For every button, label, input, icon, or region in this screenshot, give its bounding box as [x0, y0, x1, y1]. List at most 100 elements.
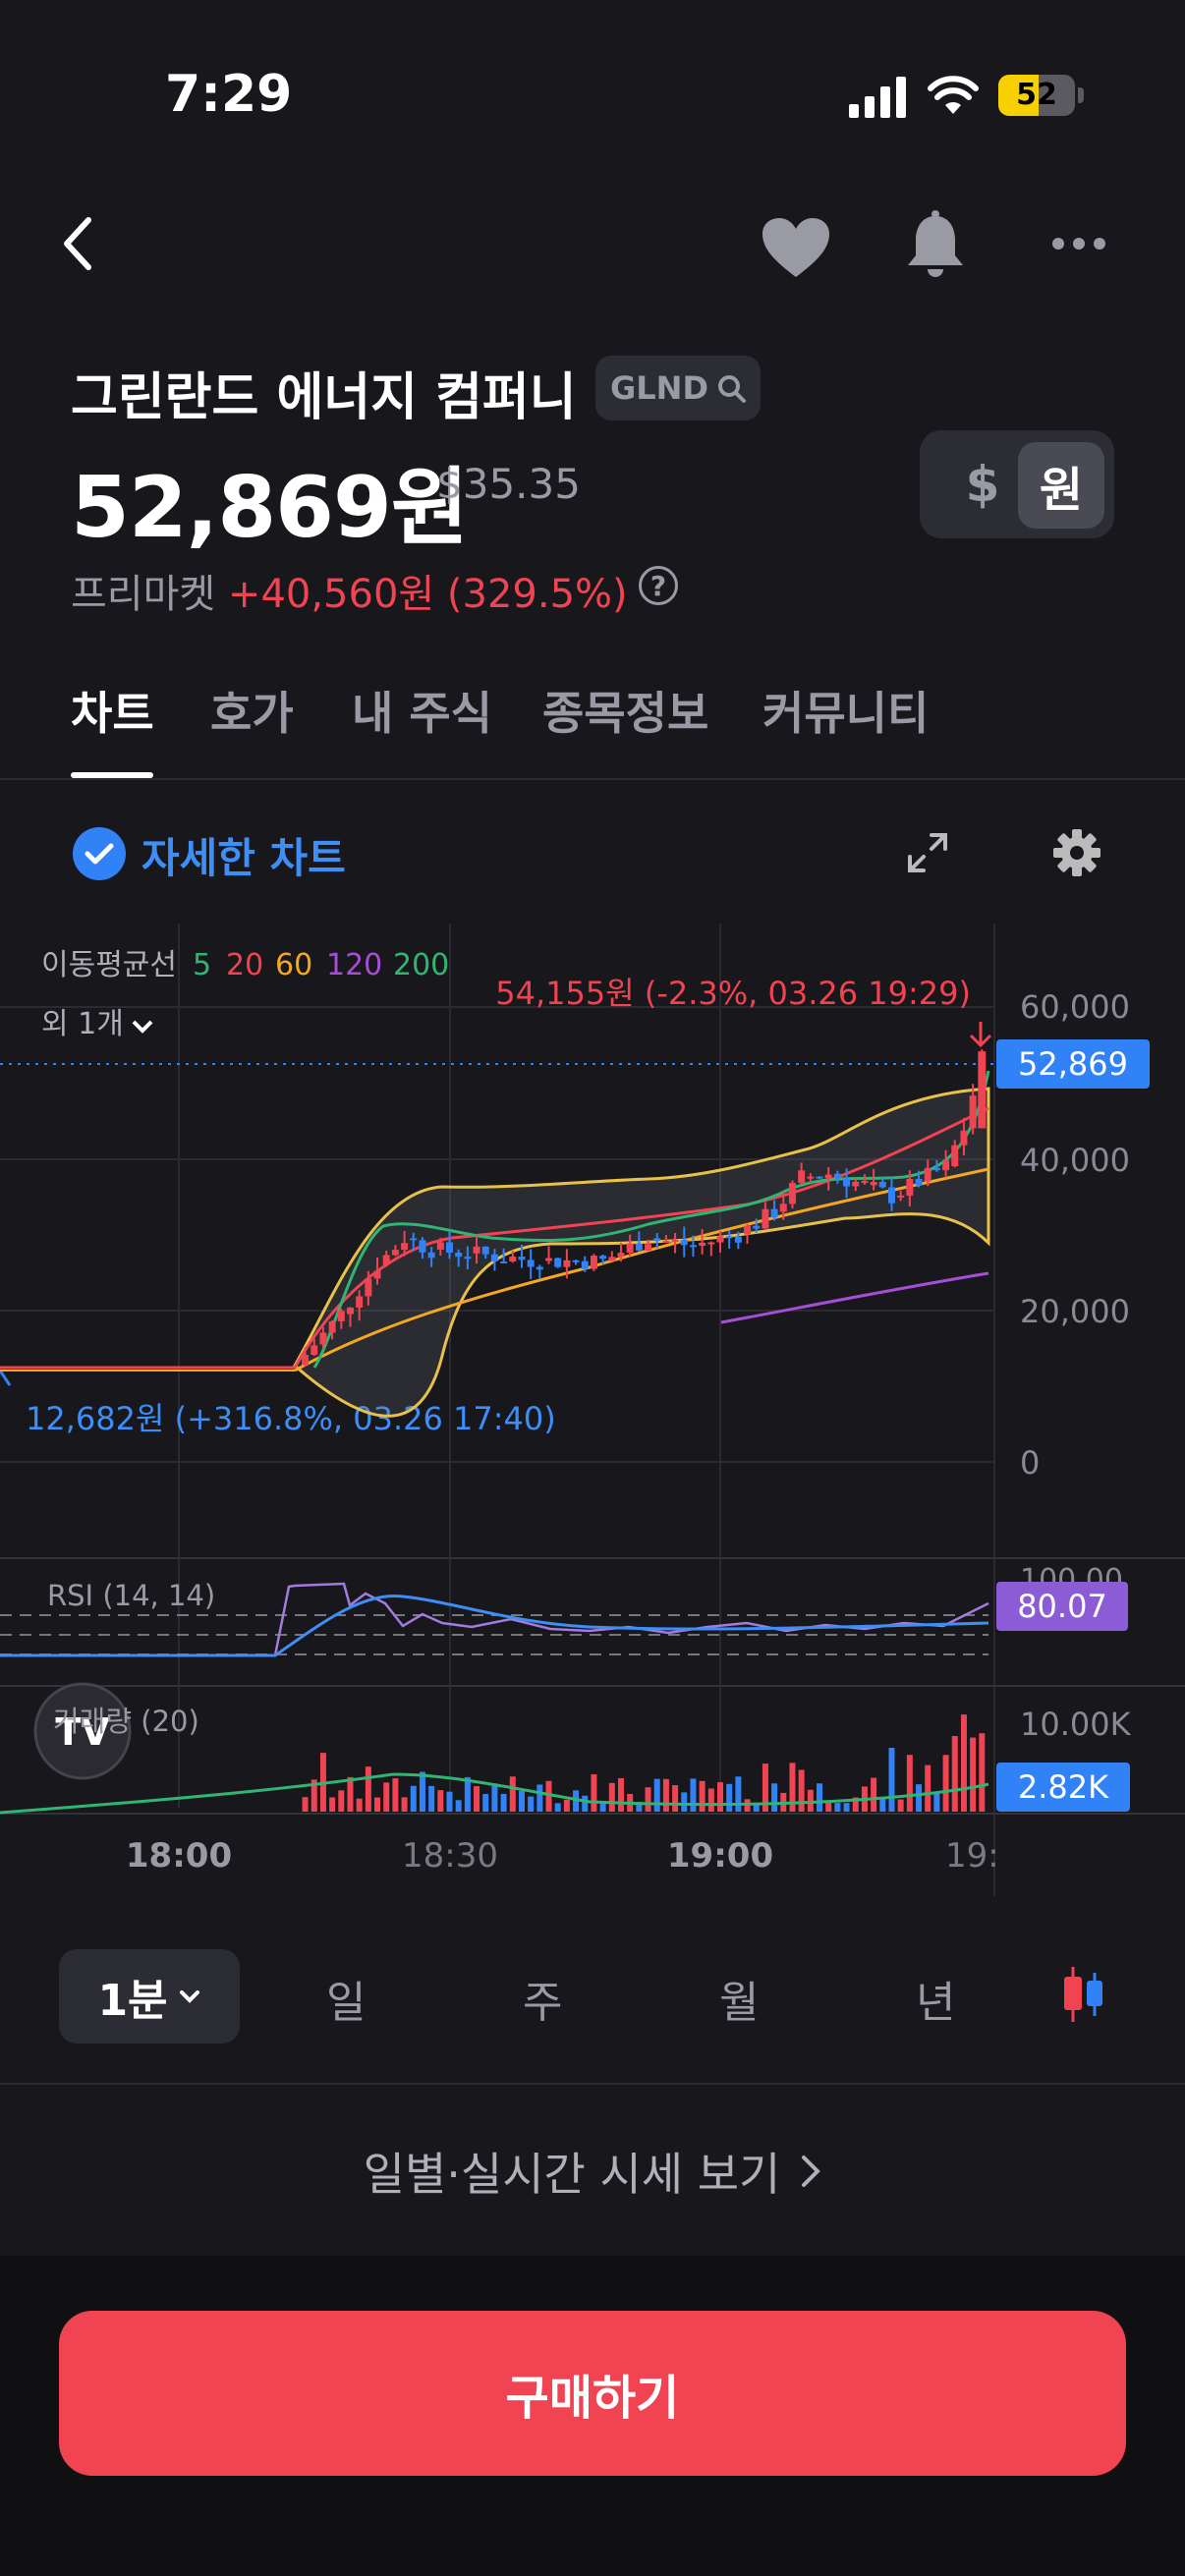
- low-annotation: 12,682원 (+316.8%, 03.26 17:40): [26, 1400, 556, 1437]
- volume-bar: [681, 1792, 688, 1812]
- price-chart[interactable]: 이동평균선 5 20 60 120 200 외 1개 54,155원 (-2.3…: [0, 924, 1185, 1896]
- volume-bar: [916, 1784, 923, 1812]
- volume-bar: [879, 1798, 886, 1812]
- candle-body: [951, 1145, 959, 1167]
- volume-bar: [653, 1778, 660, 1812]
- low-arrow-icon: [0, 1370, 12, 1386]
- bollinger-band: [293, 1087, 990, 1418]
- candle-body: [455, 1252, 463, 1258]
- candle-body: [924, 1167, 931, 1182]
- tab-stock-info[interactable]: 종목정보: [542, 687, 709, 740]
- ticker-search-chip[interactable]: GLND: [595, 356, 761, 420]
- period-dropdown[interactable]: 1분: [59, 1949, 240, 2044]
- candle-body: [671, 1239, 679, 1242]
- candle-body: [410, 1238, 418, 1241]
- expand-icon[interactable]: [906, 831, 949, 874]
- volume-bar: [897, 1799, 904, 1812]
- candle-body: [328, 1320, 336, 1333]
- section-divider: [0, 2083, 1185, 2085]
- volume-bar: [852, 1797, 859, 1812]
- volume-bar: [392, 1778, 399, 1812]
- volume-bar: [771, 1783, 778, 1812]
- candle-body: [824, 1174, 832, 1179]
- volume-bar: [662, 1778, 669, 1812]
- ma-60-label: 60: [275, 948, 312, 982]
- back-chevron-icon[interactable]: [59, 214, 98, 273]
- volume-bar: [437, 1790, 444, 1812]
- candle-body: [554, 1258, 562, 1267]
- volume-bar: [528, 1796, 535, 1812]
- period-week[interactable]: 주: [523, 1978, 563, 2028]
- candle-type-icon[interactable]: [1059, 1965, 1108, 2024]
- volume-bar: [329, 1797, 336, 1812]
- chevron-right-icon: [802, 2156, 821, 2187]
- rsi-signal-line: [0, 1594, 989, 1657]
- check-icon: [85, 843, 114, 865]
- candle-body: [734, 1236, 742, 1243]
- heart-icon[interactable]: [761, 216, 831, 279]
- battery-fill: [998, 75, 1039, 116]
- cellular-signal-icon: [849, 77, 906, 118]
- bell-icon[interactable]: [904, 210, 967, 281]
- detail-chart-checkbox[interactable]: [73, 827, 126, 880]
- chevron-down-icon: [132, 1020, 153, 1034]
- currency-won-option[interactable]: 원: [1018, 442, 1104, 529]
- settings-gear-icon[interactable]: [1051, 827, 1102, 878]
- y-tick-40000: 40,000: [1020, 1142, 1130, 1179]
- volume-label: 거래량 (20): [53, 1705, 199, 1738]
- help-icon[interactable]: ?: [639, 566, 678, 605]
- rsi-value-tag: [996, 1582, 1128, 1631]
- tab-community[interactable]: 커뮤니티: [762, 687, 930, 740]
- candle-body: [770, 1208, 778, 1218]
- period-day[interactable]: 일: [326, 1978, 367, 2028]
- volume-bar: [707, 1788, 714, 1812]
- battery-level: 52: [1016, 78, 1057, 112]
- more-horizontal-icon[interactable]: [1051, 236, 1106, 252]
- candle-body: [932, 1167, 940, 1171]
- volume-bar: [843, 1803, 850, 1812]
- buy-button[interactable]: 구매하기: [59, 2311, 1126, 2476]
- volume-bar: [591, 1773, 597, 1812]
- volume-bar: [735, 1776, 742, 1812]
- volume-bar: [365, 1766, 371, 1812]
- volume-bar: [951, 1736, 958, 1812]
- candle-body: [401, 1243, 409, 1251]
- daily-realtime-label: 일별·실시간 시세 보기: [363, 2148, 781, 2201]
- ma-label: 이동평균선: [41, 948, 177, 982]
- period-year[interactable]: 년: [916, 1978, 956, 2028]
- candle-body: [689, 1245, 697, 1248]
- candle-body: [365, 1278, 372, 1297]
- volume-bar: [554, 1803, 561, 1812]
- currency-dollar-option[interactable]: $: [965, 456, 1000, 513]
- candle-body: [906, 1178, 914, 1196]
- detail-chart-label[interactable]: 자세한 차트: [141, 834, 346, 882]
- ma-200-label: 200: [393, 948, 449, 982]
- volume-bar: [383, 1782, 390, 1812]
- volume-bar: [717, 1782, 723, 1812]
- premarket-label: 프리마켓: [71, 572, 216, 617]
- candle-body: [662, 1240, 670, 1243]
- candle-body: [473, 1246, 480, 1254]
- volume-bar: [482, 1793, 489, 1812]
- volume-bar: [401, 1797, 408, 1812]
- volume-bar: [825, 1801, 832, 1812]
- volume-bar: [960, 1714, 967, 1812]
- rsi-value: 80.07: [1017, 1588, 1107, 1625]
- premarket-change: +40,560원 (329.5%): [227, 572, 628, 617]
- candle-body: [436, 1242, 444, 1250]
- candle-body: [608, 1257, 616, 1261]
- period-month[interactable]: 월: [719, 1978, 760, 2028]
- volume-bar: [446, 1791, 453, 1812]
- tab-orderbook[interactable]: 호가: [210, 687, 294, 740]
- volume-bars: [302, 1714, 986, 1812]
- stock-name: 그린란드 에너지 컴퍼니: [71, 368, 577, 427]
- candle-body: [635, 1243, 643, 1251]
- tab-chart[interactable]: 차트: [71, 687, 154, 740]
- premarket-line: 프리마켓 +40,560원 (329.5%): [71, 562, 628, 619]
- ma-120-line: [720, 1271, 989, 1324]
- more-indicators-toggle[interactable]: 외 1개: [41, 1007, 124, 1041]
- tab-my-stock[interactable]: 내 주식: [352, 687, 492, 740]
- candle-body: [427, 1252, 435, 1259]
- daily-realtime-link[interactable]: 일별·실시간 시세 보기: [0, 2132, 1185, 2211]
- candle-body: [490, 1254, 498, 1261]
